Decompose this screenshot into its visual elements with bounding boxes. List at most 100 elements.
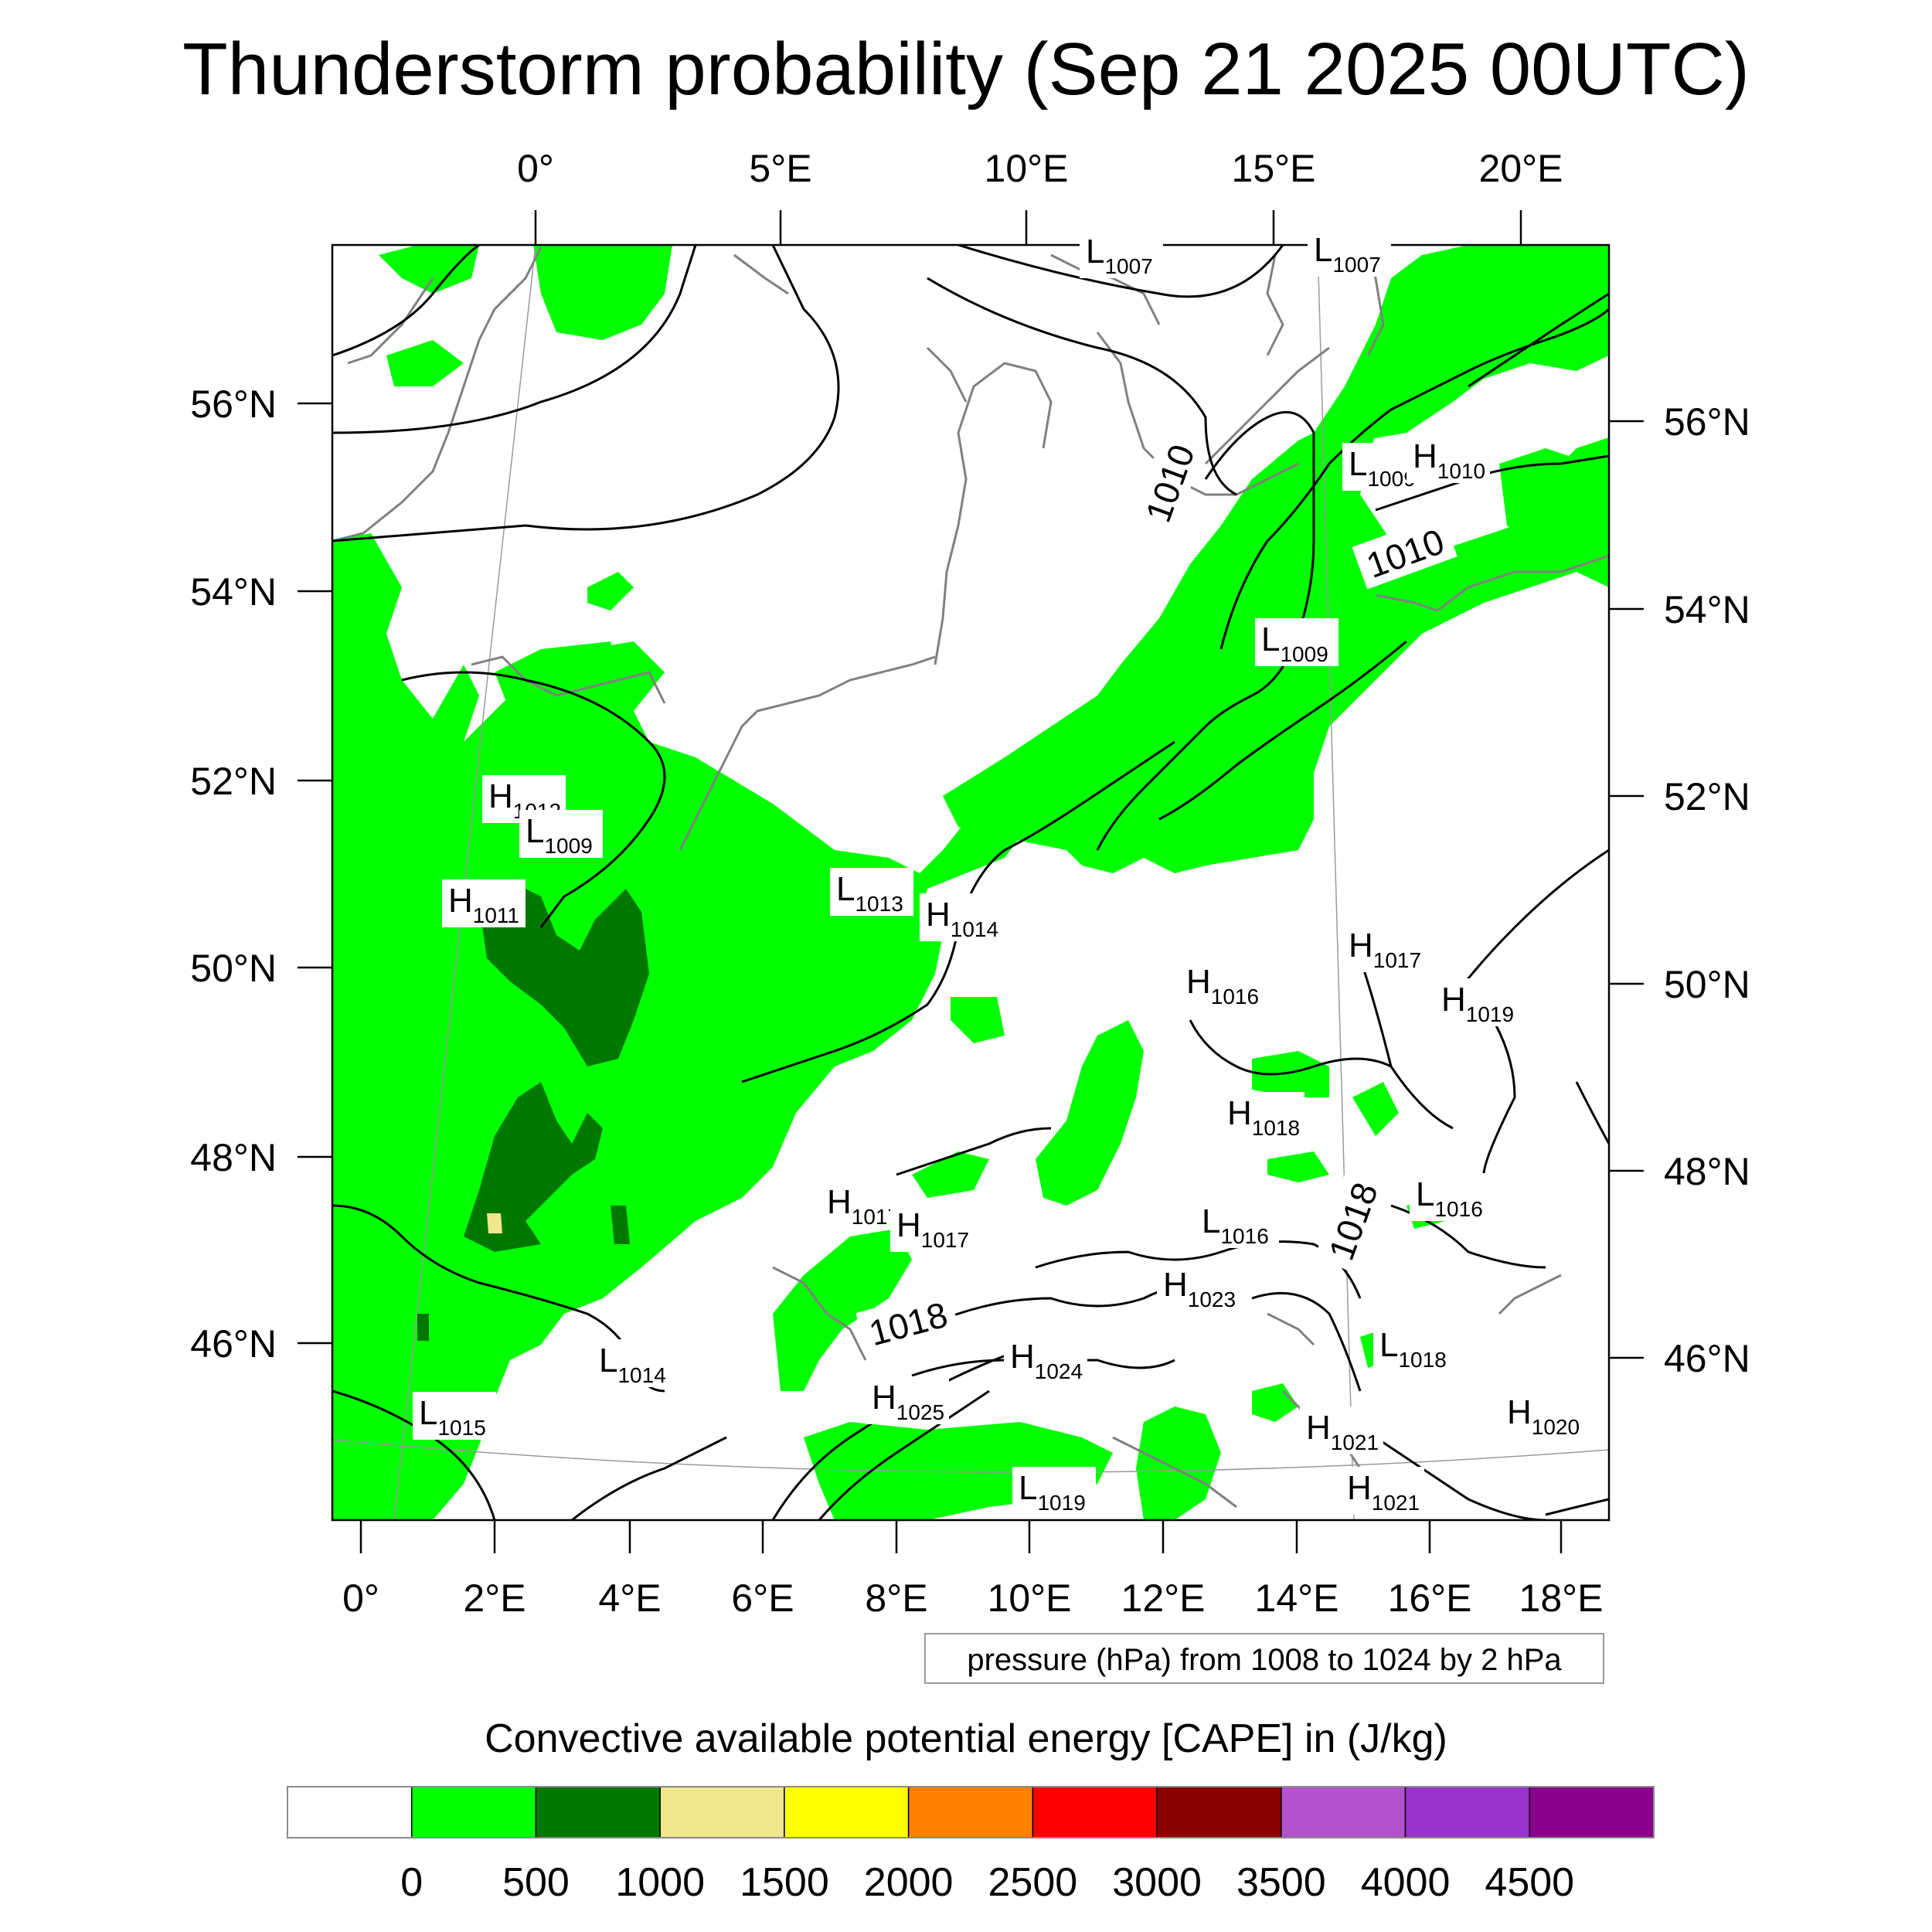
high-pressure-center: H1010: [1406, 435, 1490, 483]
colorbar-swatch: [535, 1786, 661, 1838]
bottom-lon-label: 6°E: [731, 1577, 794, 1620]
svg-text:H1017: H1017: [896, 1206, 969, 1252]
high-pressure-center: H1017: [890, 1204, 974, 1252]
svg-text:H1018: H1018: [1227, 1094, 1300, 1140]
svg-text:L1016: L1016: [1416, 1175, 1483, 1221]
svg-text:H1024: H1024: [1010, 1338, 1083, 1383]
svg-text:H1014: H1014: [926, 896, 998, 941]
top-lon-label: 10°E: [985, 147, 1069, 190]
colorbar: 0 500 1000 1500 2000 2500 3000 3500 4000 4500: [287, 1786, 1655, 1905]
low-pressure-center: L1019: [1012, 1467, 1096, 1515]
colorbar-swatch: [410, 1786, 537, 1838]
bottom-lon-label: 2°E: [463, 1577, 526, 1620]
high-pressure-center: H1025: [866, 1376, 949, 1424]
high-pressure-center: H1018: [1221, 1092, 1304, 1140]
svg-text:L1013: L1013: [836, 870, 903, 916]
colorbar-swatch: [659, 1786, 785, 1838]
svg-text:L1015: L1015: [419, 1394, 486, 1440]
low-pressure-center: L1009: [1255, 618, 1338, 666]
low-pressure-center: L1016: [1196, 1200, 1279, 1248]
svg-text:L1019: L1019: [1019, 1469, 1086, 1515]
bottom-lon-label: 16°E: [1388, 1577, 1472, 1620]
svg-text:L1009: L1009: [526, 812, 593, 858]
svg-text:L1014: L1014: [599, 1342, 666, 1387]
cape-1000-1500-regions: [487, 1213, 502, 1233]
isobar-value-label: 1018: [1314, 1168, 1389, 1274]
svg-text:H1019: H1019: [1441, 981, 1514, 1026]
high-pressure-center: H1019: [1435, 978, 1519, 1026]
svg-text:H1020: H1020: [1507, 1393, 1580, 1439]
colorbar-label: 2500: [988, 1860, 1078, 1905]
high-pressure-center: H1016: [1180, 961, 1264, 1009]
high-pressure-center: H1021: [1300, 1406, 1383, 1454]
top-lon-label: 5°E: [749, 147, 811, 190]
low-pressure-center: L1015: [413, 1392, 496, 1440]
colorbar-label: 500: [502, 1860, 570, 1905]
low-pressure-center: L1009: [519, 810, 603, 858]
low-pressure-center: L1014: [593, 1339, 676, 1387]
high-pressure-center: H1017: [1342, 924, 1426, 972]
top-lon-label: 0°: [517, 147, 554, 190]
right-lat-label: 52°N: [1664, 775, 1750, 818]
high-pressure-center: H1023: [1157, 1264, 1240, 1311]
top-lon-label: 20°E: [1479, 147, 1563, 190]
colorbar-title: Convective available potential energy [C…: [485, 1716, 1447, 1761]
svg-text:H1011: H1011: [448, 882, 519, 927]
colorbar-label: 1500: [740, 1860, 829, 1905]
colorbar-label: 3000: [1112, 1860, 1202, 1905]
low-pressure-center: L1016: [1410, 1173, 1493, 1221]
svg-text:H1017: H1017: [1349, 927, 1421, 972]
svg-text:L1016: L1016: [1202, 1202, 1269, 1248]
plot-frame: [331, 243, 1611, 1522]
axes: 0° 5°E 10°E 15°E 20°E 0° 2°E 4°E 6°E 8°E 10°E 12°E 1…: [190, 147, 1750, 1620]
svg-text:H1010: H1010: [1413, 437, 1485, 483]
low-pressure-center: L1007: [1080, 230, 1163, 278]
low-pressure-center: L1013: [830, 868, 913, 916]
svg-text:H1021: H1021: [1306, 1409, 1379, 1454]
bottom-lon-label: 10°E: [988, 1577, 1072, 1620]
right-lat-label: 54°N: [1664, 588, 1750, 631]
svg-text:L1007: L1007: [1086, 233, 1153, 278]
right-lat-label: 56°N: [1664, 400, 1750, 444]
colorbar-swatch: [1032, 1786, 1158, 1838]
colorbar-swatch: [1156, 1786, 1282, 1838]
svg-text:L1009: L1009: [1261, 621, 1328, 666]
left-lat-label: 56°N: [190, 383, 277, 426]
bottom-lon-label: 4°E: [598, 1577, 661, 1620]
top-lon-label: 15°E: [1232, 147, 1316, 190]
colorbar-label: 4500: [1485, 1860, 1574, 1905]
svg-text:H1016: H1016: [1186, 963, 1259, 1009]
colorbar-swatch: [784, 1786, 910, 1838]
colorbar-label: 3500: [1236, 1860, 1326, 1905]
bottom-lon-label: 12°E: [1121, 1577, 1206, 1620]
colorbar-swatch: [287, 1786, 413, 1838]
left-lat-label: 54°N: [190, 570, 277, 614]
bottom-lon-label: 18°E: [1519, 1577, 1604, 1620]
colorbar-label: 2000: [864, 1860, 954, 1905]
right-lat-label: 50°N: [1664, 963, 1750, 1006]
left-lat-label: 52°N: [190, 760, 277, 803]
colorbar-swatch: [907, 1786, 1034, 1838]
high-pressure-center: H1021: [1341, 1467, 1424, 1515]
colorbar-label: 4000: [1361, 1860, 1451, 1905]
colorbar-swatch: [1281, 1786, 1406, 1838]
svg-text:H1025: H1025: [872, 1379, 944, 1424]
colorbar-swatch: [1529, 1786, 1655, 1838]
right-lat-label: 46°N: [1664, 1337, 1750, 1380]
contour-info-box: pressure (hPa) from 1008 to 1024 by 2 hP…: [924, 1633, 1604, 1684]
high-pressure-center: H1020: [1501, 1391, 1584, 1439]
svg-text:H1021: H1021: [1347, 1469, 1420, 1515]
svg-text:H1023: H1023: [1163, 1266, 1236, 1311]
low-pressure-center: L1018: [1373, 1324, 1457, 1372]
high-pressure-center: H1024: [1004, 1335, 1087, 1383]
bottom-lon-label: 0°: [342, 1577, 379, 1620]
high-pressure-center: H1014: [920, 893, 1003, 941]
svg-text:L1007: L1007: [1314, 231, 1381, 277]
pressure-centers: L1007L1007L1009H1010L1009H1012L1009H1011…: [413, 229, 1584, 1515]
colorbar-swatch: [1404, 1786, 1531, 1838]
low-pressure-center: L1007: [1308, 229, 1391, 277]
figure-title: Thunderstorm probability (Sep 21 2025 00…: [182, 28, 1750, 111]
right-lat-label: 48°N: [1664, 1150, 1750, 1193]
colorbar-label: 1000: [615, 1860, 705, 1905]
